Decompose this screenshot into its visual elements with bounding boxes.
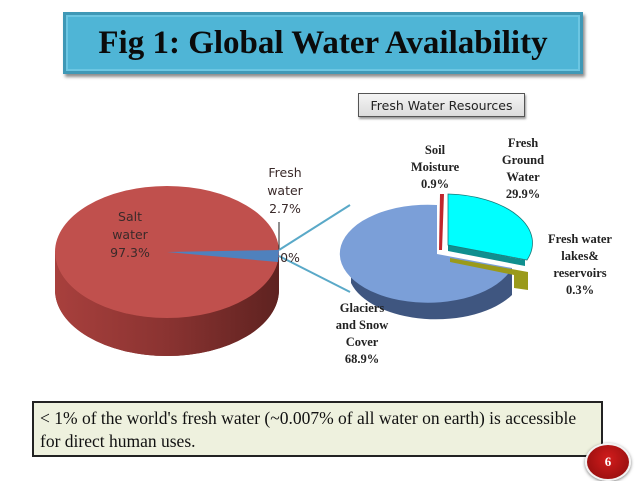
- ground-water-label: Fresh Ground Water 29.9%: [490, 135, 556, 203]
- fresh-water-slice: [167, 250, 279, 262]
- label-line: Salt: [118, 209, 142, 224]
- connector-line-top: [278, 204, 351, 251]
- soil-moisture-label: Soil Moisture 0.9%: [400, 142, 470, 193]
- label-line: Soil: [424, 143, 446, 157]
- page-number-badge: 6: [585, 443, 631, 481]
- label-line: 0.9%: [420, 177, 450, 191]
- label-line: Water: [506, 170, 540, 184]
- salt-water-label: Salt water 97.3%: [100, 208, 160, 262]
- label-line: Fresh: [268, 165, 302, 180]
- label-line: and Snow: [335, 318, 389, 332]
- label-line: lakes&: [561, 249, 599, 263]
- lakes-slice: [450, 258, 528, 290]
- label-line: Fresh: [507, 136, 539, 150]
- soil-moisture-slice: [439, 194, 444, 250]
- label-line: Fresh water: [548, 232, 612, 246]
- label-line: 2.7%: [269, 201, 301, 216]
- label-line: Cover: [345, 335, 379, 349]
- connector-line-bottom: [278, 255, 351, 293]
- glaciers-label: Glaciers and Snow Cover 68.9%: [327, 300, 397, 368]
- label-line: water: [112, 227, 148, 242]
- ground-water-slice: [447, 193, 533, 261]
- label-line: 68.9%: [344, 352, 380, 366]
- label-line: Glaciers: [339, 301, 385, 315]
- zero-percent-label: 0%: [280, 250, 300, 265]
- glaciers-slice: [339, 204, 512, 303]
- label-line: Moisture: [410, 160, 460, 174]
- salt-water-pie: [55, 186, 280, 356]
- label-line: Ground: [501, 153, 545, 167]
- fresh-water-resources-label: Fresh Water Resources: [358, 93, 525, 117]
- page-title: Fig 1: Global Water Availability: [98, 24, 548, 61]
- label-line: reservoirs: [553, 266, 607, 280]
- accessibility-note: < 1% of the world's fresh water (~0.007%…: [32, 401, 603, 457]
- label-line: water: [267, 183, 303, 198]
- title-banner: Fig 1: Global Water Availability: [63, 12, 583, 74]
- fresh-water-resources-pie: [339, 193, 533, 320]
- label-line: 29.9%: [505, 187, 541, 201]
- lakes-label: Fresh water lakes& reservoirs 0.3%: [540, 231, 620, 299]
- label-line: 97.3%: [110, 245, 150, 260]
- label-line: 0.3%: [565, 283, 595, 297]
- fresh-water-label: Fresh water 2.7%: [257, 164, 313, 218]
